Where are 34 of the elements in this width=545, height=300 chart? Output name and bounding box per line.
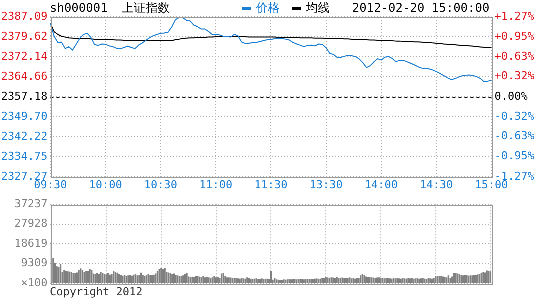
x-tick-label: 13:30 bbox=[310, 178, 343, 192]
y-tick-label: 18619 bbox=[14, 236, 48, 250]
text: Copyright 2012 bbox=[50, 285, 143, 298]
chart-subtitle: sh000001 bbox=[50, 1, 108, 16]
x-tick-label: 10:30 bbox=[144, 178, 178, 192]
y-tick-label: 2364.66 bbox=[1, 70, 48, 83]
y-tick-label: 2387.09 bbox=[1, 10, 48, 23]
legend-label: 均线 bbox=[305, 1, 330, 16]
y-axis-title: ×100 bbox=[21, 276, 48, 290]
x-tick-label: 11:00 bbox=[200, 178, 233, 192]
y-tick-label: 2349.70 bbox=[1, 110, 48, 123]
y2-tick-label: +0.95% bbox=[494, 30, 535, 44]
y2-tick-label: -0.32% bbox=[494, 110, 535, 124]
y-tick-label: 37237 bbox=[14, 197, 48, 210]
y2-tick-label: +0.32% bbox=[494, 70, 535, 83]
x-tick-label: 10:00 bbox=[89, 178, 122, 192]
x-tick-label: 11:30 bbox=[254, 178, 288, 192]
x-tick-label: 14:30 bbox=[420, 178, 454, 192]
y2-tick-label: -0.95% bbox=[494, 150, 535, 163]
y-tick-label: 2334.75 bbox=[1, 150, 48, 163]
y2-tick-label: +1.27% bbox=[494, 10, 535, 23]
y-tick-label: 2357.18 bbox=[1, 90, 48, 103]
y2-tick-label: -0.63% bbox=[494, 130, 535, 143]
y2-tick-label: +0.63% bbox=[494, 50, 535, 64]
y-tick-label: 9309 bbox=[21, 256, 48, 270]
y-tick-label: 2342.22 bbox=[1, 130, 48, 143]
text: 2012-02-20 15:00:00 bbox=[352, 1, 490, 16]
y-tick-label: 27928 bbox=[14, 217, 48, 230]
y2-tick-label: 0.00% bbox=[494, 90, 528, 103]
legend-label: 价格 bbox=[255, 1, 280, 16]
y-tick-label: 2372.14 bbox=[1, 50, 48, 63]
x-tick-label: 14:00 bbox=[364, 178, 398, 192]
chart-title: 上证指数 bbox=[122, 1, 170, 16]
y-tick-label: 2379.62 bbox=[1, 30, 48, 43]
